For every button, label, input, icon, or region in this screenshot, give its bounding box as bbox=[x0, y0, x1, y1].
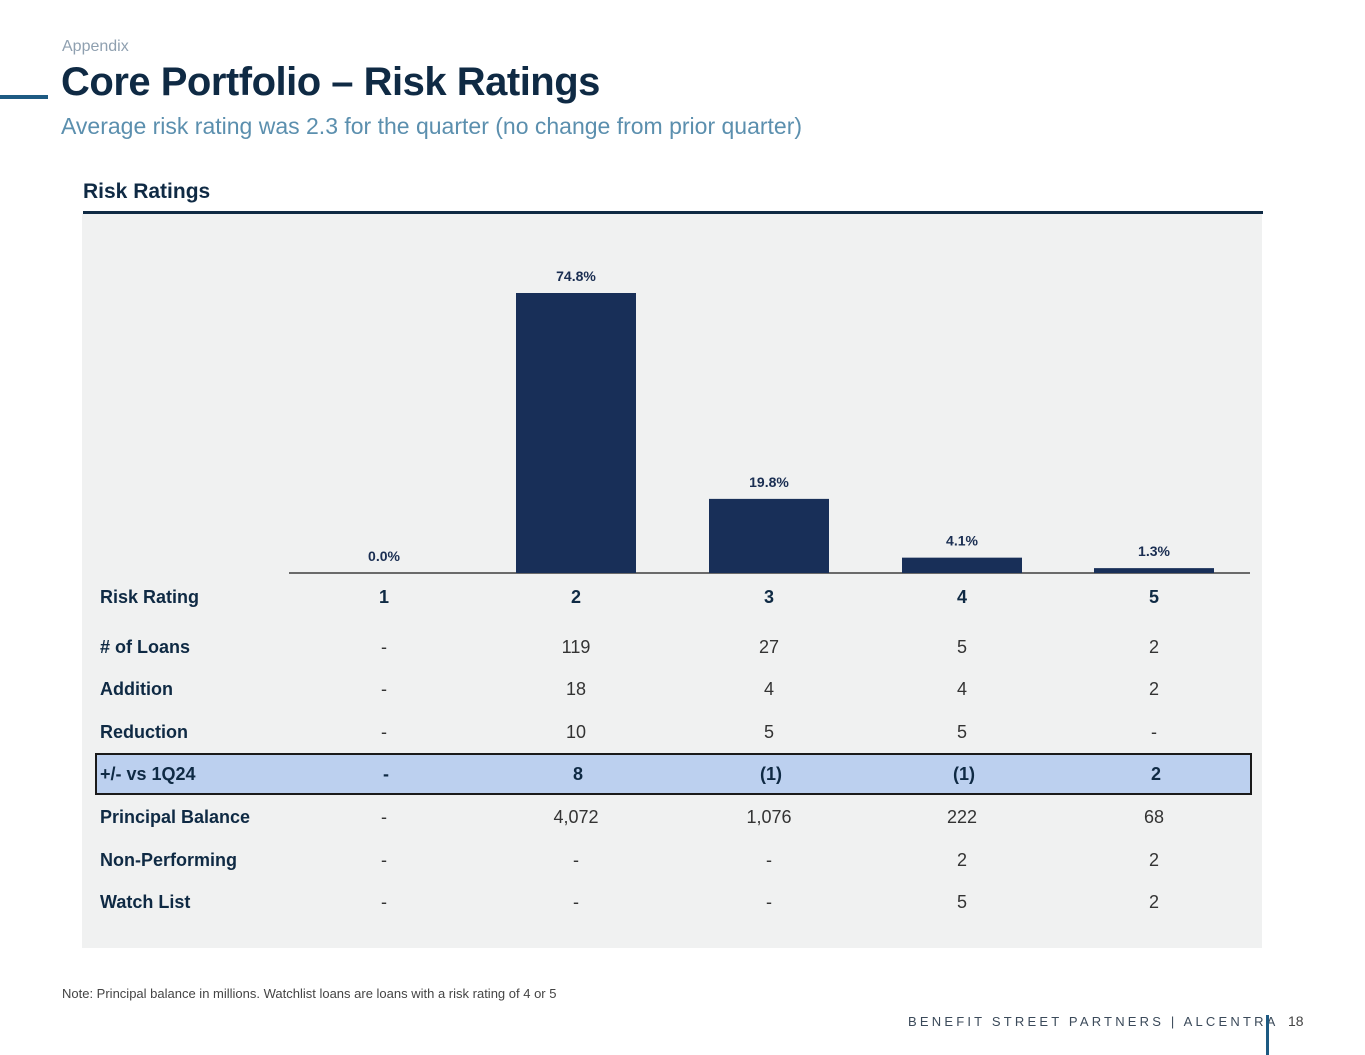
bar-rating-2 bbox=[516, 293, 636, 573]
table-cell: 2 bbox=[1148, 892, 1159, 912]
table-cell: 27 bbox=[758, 637, 780, 657]
table-cell: (1) bbox=[760, 764, 782, 784]
table-cell: (1) bbox=[953, 764, 975, 784]
bar-value-label-2: 74.8% bbox=[556, 268, 596, 284]
table-cell: - bbox=[381, 637, 387, 657]
footnote: Note: Principal balance in millions. Wat… bbox=[62, 986, 557, 1001]
table-cell: 4 bbox=[956, 679, 967, 699]
table-cell: 2 bbox=[570, 587, 581, 607]
table-cell: - bbox=[383, 764, 389, 784]
table-cell: 5 bbox=[956, 637, 967, 657]
table-cell: 4 bbox=[763, 679, 774, 699]
table-row: # of Loans - 119 27 5 2 bbox=[82, 626, 1262, 668]
table-row: Watch List - - - 5 2 bbox=[82, 881, 1262, 923]
table-cell: 2 bbox=[956, 850, 967, 870]
row-label: Watch List bbox=[100, 892, 191, 912]
brand-separator bbox=[1266, 1015, 1269, 1055]
row-label: Reduction bbox=[100, 722, 188, 742]
page-number: 18 bbox=[1288, 1013, 1304, 1029]
table-cell: 4 bbox=[956, 587, 967, 607]
row-label: +/- vs 1Q24 bbox=[100, 764, 196, 784]
table-row: Reduction - 10 5 5 - bbox=[82, 711, 1262, 753]
eyebrow-label: Appendix bbox=[62, 38, 129, 55]
bar-rating-3 bbox=[709, 498, 829, 573]
table-row: Principal Balance - 4,072 1,076 222 68 bbox=[82, 796, 1262, 838]
table-cell: 18 bbox=[565, 679, 587, 699]
table-cell: 2 bbox=[1148, 850, 1159, 870]
table-cell: 2 bbox=[1150, 764, 1161, 784]
table-cell: - bbox=[381, 807, 387, 827]
table-cell: - bbox=[381, 892, 387, 912]
table-cell: - bbox=[573, 892, 579, 912]
table-cell: - bbox=[766, 892, 772, 912]
table-cell: - bbox=[573, 850, 579, 870]
bar-value-label-1: 0.0% bbox=[368, 548, 400, 564]
brand-wordmark: BENEFIT STREET PARTNERS | ALCENTRA bbox=[908, 1014, 1279, 1029]
table-row: Addition - 18 4 4 2 bbox=[82, 668, 1262, 710]
table-cell: 222 bbox=[946, 807, 978, 827]
page-subtitle: Average risk rating was 2.3 for the quar… bbox=[61, 113, 803, 139]
table-cell: 1,076 bbox=[746, 807, 792, 827]
row-label: Principal Balance bbox=[100, 807, 251, 827]
row-label: Non-Performing bbox=[100, 850, 237, 870]
accent-bar bbox=[0, 95, 48, 99]
table-header-row: Risk Rating 1 2 3 4 5 bbox=[82, 576, 1262, 618]
section-title: Risk Ratings bbox=[83, 180, 211, 203]
table-cell: 3 bbox=[763, 587, 774, 607]
bar-value-label-5: 1.3% bbox=[1138, 543, 1170, 559]
row-label: # of Loans bbox=[100, 637, 191, 657]
table-cell: 119 bbox=[561, 637, 591, 657]
table-cell: - bbox=[766, 850, 772, 870]
bar-value-label-3: 19.8% bbox=[749, 474, 789, 490]
table-cell: 4,072 bbox=[553, 807, 599, 827]
chart-panel bbox=[82, 214, 1262, 948]
table-cell: 5 bbox=[956, 892, 967, 912]
table-cell: 5 bbox=[763, 722, 774, 742]
page-title: Core Portfolio – Risk Ratings bbox=[61, 60, 600, 104]
bar-value-label-4: 4.1% bbox=[946, 533, 978, 549]
table-cell: 5 bbox=[1148, 587, 1159, 607]
bar-rating-4 bbox=[902, 557, 1022, 573]
table-cell: - bbox=[381, 850, 387, 870]
table-cell: 2 bbox=[1148, 637, 1159, 657]
table-cell: 2 bbox=[1148, 679, 1159, 699]
row-label: Risk Rating bbox=[100, 587, 200, 607]
table-cell: 8 bbox=[572, 764, 583, 784]
table-cell: - bbox=[381, 722, 387, 742]
bar-rating-5 bbox=[1094, 568, 1214, 573]
section-rule bbox=[83, 211, 1263, 214]
table-cell: - bbox=[1151, 722, 1157, 742]
table-cell: - bbox=[381, 679, 387, 699]
row-label: Addition bbox=[100, 679, 173, 699]
table-cell: 68 bbox=[1143, 807, 1165, 827]
table-cell: 1 bbox=[378, 587, 389, 607]
table-cell: 10 bbox=[565, 722, 587, 742]
table-row-highlighted: +/- vs 1Q24 - 8 (1) (1) 2 bbox=[95, 753, 1252, 795]
table-row: Non-Performing - - - 2 2 bbox=[82, 839, 1262, 881]
table-cell: 5 bbox=[956, 722, 967, 742]
